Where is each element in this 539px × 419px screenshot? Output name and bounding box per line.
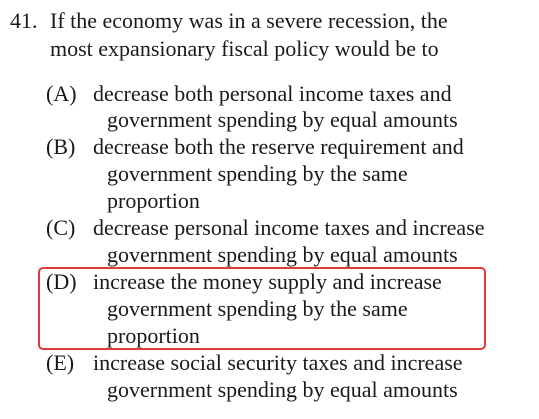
option-a-line-1: decrease both personal income taxes and — [93, 81, 452, 106]
option-d-line-3: proportion — [107, 323, 200, 348]
option-e-line-1: increase social security taxes and incre… — [93, 350, 463, 375]
option-c-line-1: decrease personal income taxes and incre… — [93, 215, 485, 240]
option-c-letter: (C) — [46, 215, 76, 240]
option-d-line-2: government spending by the same — [107, 296, 408, 321]
option-d-line-1: increase the money supply and increase — [93, 269, 442, 294]
option-d-letter: (D) — [46, 269, 77, 294]
option-b-line-1: decrease both the reserve requirement an… — [93, 134, 464, 159]
question-number: 41. — [10, 8, 38, 33]
option-b-line-2: government spending by the same — [107, 161, 408, 186]
option-a-line-2: government spending by equal amounts — [107, 107, 458, 132]
option-e-line-2: government spending by equal amounts — [107, 377, 458, 402]
answer-highlight-box — [38, 267, 486, 350]
question-stem-line-2: most expansionary fiscal policy would be… — [50, 36, 439, 61]
option-b-line-3: proportion — [107, 188, 200, 213]
option-b-letter: (B) — [46, 134, 76, 159]
option-a-letter: (A) — [46, 81, 77, 106]
option-c-line-2: government spending by equal amounts — [107, 242, 458, 267]
option-e-letter: (E) — [46, 350, 75, 375]
question-stem-line-1: If the economy was in a severe recession… — [50, 8, 448, 33]
